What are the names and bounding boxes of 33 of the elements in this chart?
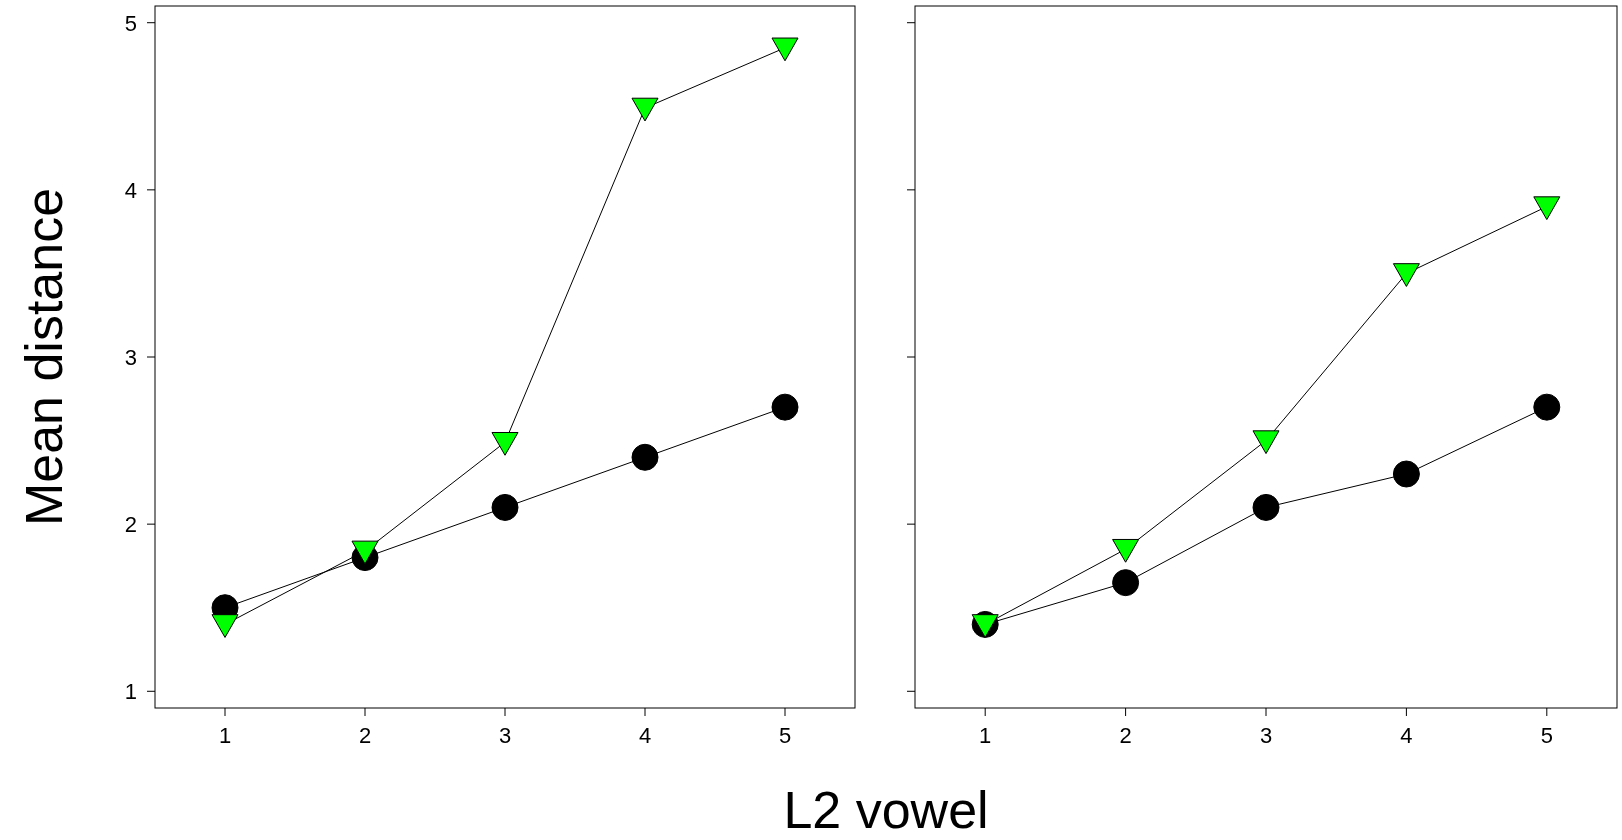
x-tick-label: 1 bbox=[979, 723, 992, 748]
point bbox=[1252, 493, 1280, 521]
point bbox=[1112, 538, 1140, 563]
point bbox=[351, 540, 379, 565]
point bbox=[1392, 263, 1420, 287]
x-tick-label: 3 bbox=[1259, 723, 1273, 748]
x-tick-label: 5 bbox=[1540, 723, 1553, 748]
point bbox=[1533, 393, 1561, 421]
y-tick-label: 5 bbox=[124, 10, 137, 36]
x-tick-label: 4 bbox=[1400, 723, 1413, 748]
x-tick-label: 3 bbox=[498, 723, 512, 748]
point bbox=[491, 431, 519, 456]
point bbox=[631, 97, 659, 122]
x-tick-label: 1 bbox=[218, 723, 232, 748]
x-tick-label: 5 bbox=[778, 723, 792, 748]
x-axis-title: L2 vowel bbox=[783, 781, 989, 839]
y-tick-label: 3 bbox=[124, 345, 137, 370]
y-tick-label: 1 bbox=[124, 679, 137, 705]
point bbox=[1533, 196, 1561, 221]
point bbox=[771, 393, 799, 421]
point bbox=[1112, 569, 1140, 597]
point bbox=[211, 614, 239, 638]
x-tick-label: 2 bbox=[358, 723, 372, 748]
x-tick-label: 2 bbox=[1119, 723, 1132, 748]
point bbox=[1252, 430, 1280, 455]
y-tick-label: 4 bbox=[124, 177, 137, 203]
point bbox=[491, 493, 519, 521]
point bbox=[631, 443, 659, 471]
x-tick-label: 4 bbox=[638, 723, 652, 748]
y-tick-label: 2 bbox=[124, 512, 137, 538]
y-axis-title: Mean distance bbox=[15, 187, 73, 527]
point bbox=[771, 37, 799, 62]
point bbox=[1392, 460, 1420, 488]
